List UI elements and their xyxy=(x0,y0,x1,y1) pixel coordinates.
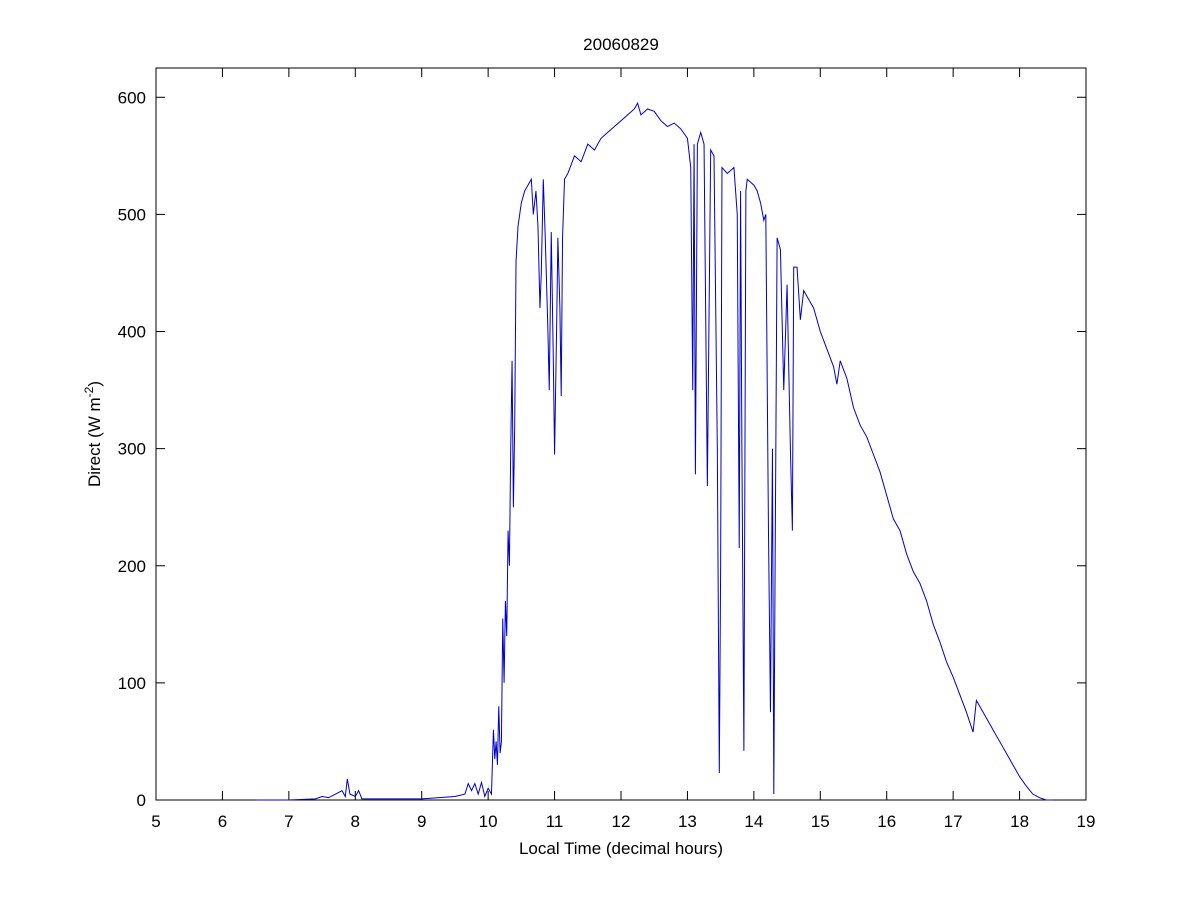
x-tick-label: 7 xyxy=(284,812,293,831)
x-tick-label: 15 xyxy=(811,812,830,831)
y-axis-label-part: ) xyxy=(85,381,104,387)
x-tick-label: 16 xyxy=(877,812,896,831)
x-tick-label: 8 xyxy=(351,812,360,831)
y-tick-label: 0 xyxy=(137,791,146,810)
x-tick-label: 6 xyxy=(218,812,227,831)
y-tick-label: 500 xyxy=(118,205,146,224)
y-tick-label: 200 xyxy=(118,557,146,576)
x-tick-label: 17 xyxy=(944,812,963,831)
y-axis-label: Direct (W m-2) xyxy=(82,381,104,487)
y-tick-label: 100 xyxy=(118,674,146,693)
chart-title: 20060829 xyxy=(583,35,659,54)
y-tick-label: 600 xyxy=(118,88,146,107)
y-tick-label: 400 xyxy=(118,323,146,342)
x-tick-label: 9 xyxy=(417,812,426,831)
x-tick-label: 11 xyxy=(546,812,564,831)
x-tick-label: 5 xyxy=(151,812,160,831)
x-tick-label: 10 xyxy=(479,812,498,831)
y-tick-label: 300 xyxy=(118,440,146,459)
data-line xyxy=(255,101,1053,801)
y-axis-label-part: Direct (W m xyxy=(85,397,104,487)
x-tick-label: 19 xyxy=(1077,812,1096,831)
x-tick-label: 14 xyxy=(744,812,763,831)
y-axis-label-superscript: -2 xyxy=(82,386,96,397)
x-tick-label: 13 xyxy=(678,812,697,831)
x-axis-label: Local Time (decimal hours) xyxy=(519,839,723,858)
x-tick-label: 12 xyxy=(612,812,631,831)
plot-frame xyxy=(155,67,1087,801)
x-tick-label: 18 xyxy=(1010,812,1029,831)
